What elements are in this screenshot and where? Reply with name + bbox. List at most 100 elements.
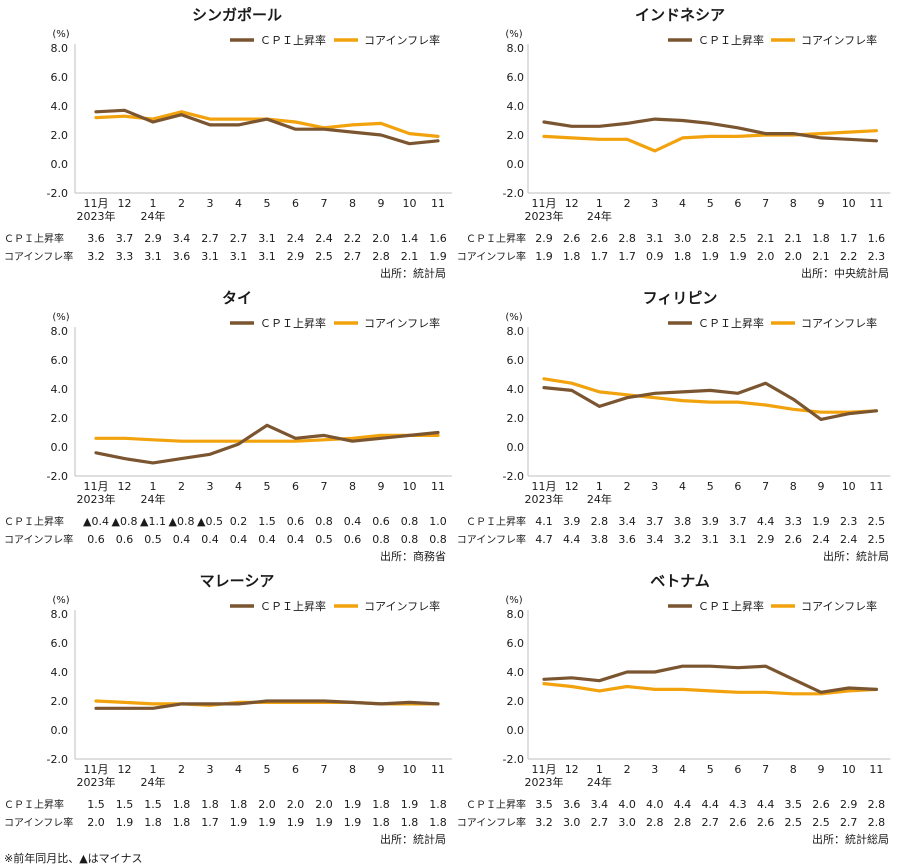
- table-row-label-cpi: ＣＰＩ上昇率: [466, 232, 526, 245]
- x-tick-label: 6: [734, 197, 741, 210]
- data-label-core: 1.9: [344, 816, 362, 829]
- data-label-core: 2.3: [868, 250, 886, 263]
- x-tick-label: 12: [565, 480, 579, 493]
- x-tick-label: 4: [235, 197, 242, 210]
- data-label-cpi: 4.0: [618, 798, 636, 811]
- y-tick-label: 6.0: [507, 637, 525, 650]
- x-tick-label: 1: [150, 197, 157, 210]
- table-row-label-core: コアインフレ率: [457, 816, 526, 829]
- series-line-cpi: [94, 423, 440, 465]
- series-line-core: [542, 377, 878, 414]
- data-label-core: 2.1: [812, 250, 830, 263]
- data-label-cpi: 1.4: [401, 232, 419, 245]
- data-label-cpi: 0.8: [401, 515, 419, 528]
- x-tick-label: 11月: [84, 480, 109, 493]
- data-label-cpi: 3.5: [535, 798, 553, 811]
- x-tick-label: 11月: [532, 480, 557, 493]
- y-axis-unit-label: (%): [52, 312, 69, 323]
- source-note: 出所：商務省: [380, 549, 446, 563]
- data-label-cpi: 1.9: [812, 515, 830, 528]
- data-label-core: 2.5: [315, 250, 333, 263]
- table-row-label-cpi: ＣＰＩ上昇率: [466, 798, 526, 811]
- chart-panel-vietnam: ベトナム (%) 8.0 6.0 4.0 2.0 0.0 -2.0 ＣＰＩ上昇率 コアインフレ率 1…: [450, 566, 900, 855]
- data-label-cpi: 3.4: [173, 232, 191, 245]
- data-label-core: 2.8: [674, 816, 692, 829]
- legend-label-core: コアインフレ率: [364, 599, 440, 613]
- data-label-core: 2.5: [812, 816, 830, 829]
- data-label-cpi: 4.4: [757, 515, 775, 528]
- data-label-core: 1.8: [429, 816, 447, 829]
- data-label-core: 2.6: [757, 816, 775, 829]
- data-label-cpi: 3.7: [116, 232, 134, 245]
- data-label-core: 0.8: [429, 533, 447, 546]
- data-label-cpi: 2.7: [201, 232, 219, 245]
- x-year-label: 24年: [587, 775, 612, 789]
- chart-title: フィリピン: [643, 289, 718, 307]
- x-tick-label: 6: [292, 480, 299, 493]
- legend-label-core: コアインフレ率: [801, 599, 877, 613]
- x-tick-label: 11月: [84, 197, 109, 210]
- x-tick-label: 6: [734, 480, 741, 493]
- data-label-cpi: 2.8: [618, 232, 636, 245]
- data-label-core: 2.7: [701, 816, 719, 829]
- data-label-core: 4.7: [535, 533, 553, 546]
- x-year-label: 2023年: [77, 209, 116, 223]
- y-tick-label: 4.0: [51, 666, 69, 679]
- x-tick-label: 2: [178, 763, 185, 776]
- data-label-cpi: 1.8: [230, 798, 248, 811]
- table-row-label-core: コアインフレ率: [4, 250, 73, 263]
- series-line-cpi: [94, 699, 440, 710]
- x-tick-label: 12: [565, 763, 579, 776]
- x-tick-label: 7: [762, 197, 769, 210]
- data-label-cpi: 3.5: [785, 798, 803, 811]
- x-year-label: 24年: [141, 492, 166, 506]
- x-tick-label: 7: [762, 480, 769, 493]
- data-label-core: 3.3: [116, 250, 134, 263]
- data-label-core: 1.9: [116, 816, 134, 829]
- x-tick-label: 4: [679, 763, 686, 776]
- data-label-core: 0.9: [646, 250, 664, 263]
- data-label-core: 2.6: [729, 816, 747, 829]
- x-tick-label: 4: [679, 197, 686, 210]
- data-label-core: 2.8: [646, 816, 664, 829]
- x-year-label: 24年: [587, 492, 612, 506]
- series-line-core: [94, 433, 440, 443]
- data-label-cpi: 3.7: [729, 515, 747, 528]
- table-row-label-core: コアインフレ率: [4, 816, 73, 829]
- data-label-cpi: 2.9: [144, 232, 162, 245]
- x-tick-label: 8: [790, 763, 797, 776]
- data-label-core: 3.2: [535, 816, 553, 829]
- table-row-label-cpi: ＣＰＩ上昇率: [4, 798, 64, 811]
- x-tick-label: 9: [818, 480, 825, 493]
- x-tick-label: 3: [651, 480, 658, 493]
- source-note: 出所：統計総局: [812, 832, 889, 846]
- data-label-cpi: 2.1: [785, 232, 803, 245]
- data-label-core: 2.8: [868, 816, 886, 829]
- data-label-core: 0.6: [116, 533, 134, 546]
- series-line-core: [94, 110, 440, 138]
- x-tick-label: 11: [869, 480, 883, 493]
- data-label-cpi: 2.8: [868, 798, 886, 811]
- series-line-core: [542, 129, 878, 153]
- x-year-label: 2023年: [525, 492, 564, 506]
- data-label-cpi: 2.1: [757, 232, 775, 245]
- y-tick-label: 8.0: [507, 42, 525, 55]
- data-label-cpi: 2.0: [258, 798, 276, 811]
- data-label-cpi: 1.8: [173, 798, 191, 811]
- data-label-core: 0.4: [201, 533, 219, 546]
- x-tick-label: 6: [292, 197, 299, 210]
- data-label-cpi: 2.6: [812, 798, 830, 811]
- x-tick-label: 4: [235, 763, 242, 776]
- y-tick-label: 4.0: [51, 383, 69, 396]
- data-label-core: 0.6: [87, 533, 105, 546]
- data-label-core: 2.5: [785, 816, 803, 829]
- x-tick-label: 1: [596, 480, 603, 493]
- data-label-core: 1.9: [701, 250, 719, 263]
- data-label-cpi: ▲0.5: [197, 515, 223, 528]
- y-axis-unit-label: (%): [505, 595, 522, 606]
- data-label-core: 3.1: [201, 250, 219, 263]
- y-tick-label: 8.0: [507, 325, 525, 338]
- data-label-cpi: 1.0: [429, 515, 447, 528]
- data-label-core: 3.1: [701, 533, 719, 546]
- data-label-cpi: 3.6: [87, 232, 105, 245]
